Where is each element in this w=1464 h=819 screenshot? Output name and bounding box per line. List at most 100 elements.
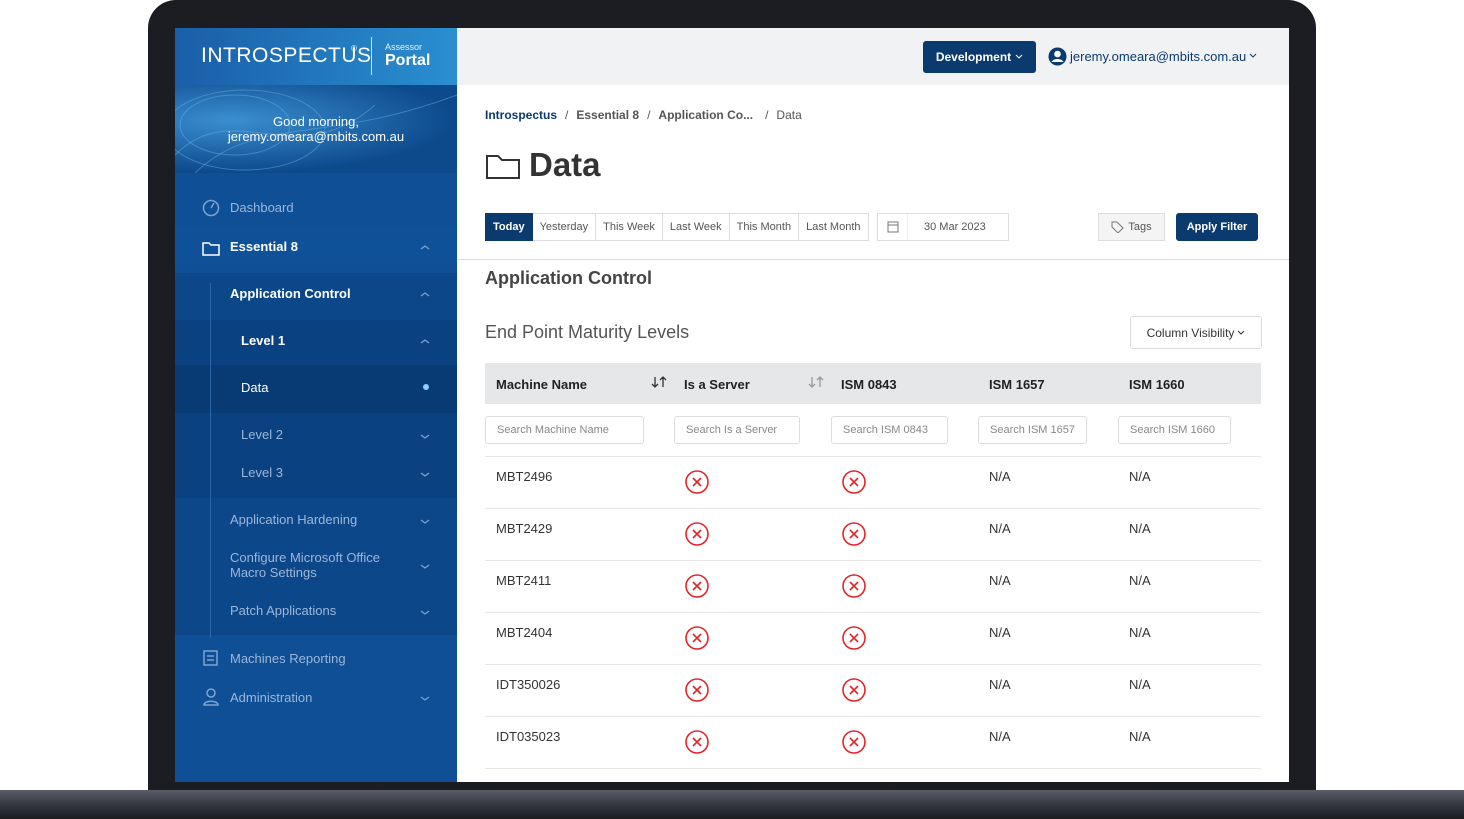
machine-name[interactable]: MBT2429 <box>496 521 553 536</box>
icon-x <box>849 737 859 747</box>
column-header[interactable]: ISM 1660 <box>1129 377 1185 392</box>
icon-x <box>849 633 859 643</box>
icon-x <box>692 633 702 643</box>
column-header[interactable]: ISM 1657 <box>989 377 1045 392</box>
tags-button[interactable]: Tags <box>1098 213 1165 241</box>
sort-icon[interactable] <box>808 375 826 389</box>
nav-item[interactable]: Data <box>241 380 269 395</box>
tag-icon <box>1111 221 1125 233</box>
search-input[interactable]: Search ISM 1657 <box>978 416 1087 444</box>
icon-circle <box>842 678 866 702</box>
nav-item[interactable]: Level 3 <box>241 465 283 480</box>
row-divider <box>485 560 1261 561</box>
fail-icon <box>685 678 709 702</box>
icon-circle <box>842 626 866 650</box>
range-buttons: Today Yesterday This Week Last Week This Mon… <box>485 213 869 241</box>
column-header[interactable]: Machine Name <box>496 377 588 392</box>
nav-item[interactable]: Dashboard <box>230 200 294 215</box>
nav-item[interactable]: Application Hardening <box>230 512 358 527</box>
machine-name[interactable]: IDT350026 <box>496 677 561 692</box>
crumb-separator: / <box>647 108 651 122</box>
column-header[interactable]: ISM 0843 <box>841 377 897 392</box>
machine-name[interactable]: MBT2496 <box>496 469 553 484</box>
folder-icon <box>486 155 520 179</box>
fail-icon <box>842 626 866 650</box>
nav-item[interactable]: Machines Reporting <box>230 651 346 666</box>
icon-circle <box>842 730 866 754</box>
nav-active-band <box>175 227 457 265</box>
icon-x <box>692 581 702 591</box>
nav-item[interactable]: Level 2 <box>241 427 283 442</box>
range-button[interactable]: Last Week <box>662 213 730 241</box>
crumb[interactable]: Application Co... <box>658 108 754 122</box>
icon-x <box>692 737 702 747</box>
range-button[interactable]: This Month <box>729 213 800 241</box>
icon-x <box>849 529 859 539</box>
search-input[interactable]: Search Machine Name <box>485 416 644 444</box>
greeting: Good morning, jeremy.omeara@mbits.com.au <box>175 114 457 144</box>
fail-icon <box>685 522 709 546</box>
fail-icon <box>685 574 709 598</box>
logo-bar[interactable]: INTROSPECTUS ® Assessor Portal <box>175 28 457 85</box>
banner-art <box>175 89 457 173</box>
search-input[interactable]: Search ISM 1660 <box>1118 416 1231 444</box>
column-visibility-label: Column Visibility <box>1146 325 1235 340</box>
icon-circle <box>842 522 866 546</box>
machine-name[interactable]: MBT2411 <box>496 573 552 588</box>
greeting-line: Good morning, <box>273 114 359 129</box>
search-input[interactable]: Search Is a Server <box>674 416 800 444</box>
table-header <box>485 363 1261 404</box>
cell-value: N/A <box>1129 677 1151 692</box>
icon-x <box>692 685 702 695</box>
range-button[interactable]: Today <box>485 213 533 241</box>
apply-filter[interactable]: Apply Filter <box>1176 213 1258 241</box>
range-button[interactable]: Last Month <box>799 213 869 241</box>
nav-selected <box>175 365 457 413</box>
icon-x <box>849 685 859 695</box>
nav-item[interactable]: Administration <box>230 690 313 705</box>
nav-item[interactable]: Level 1 <box>241 333 286 348</box>
brand-mark: ® <box>351 44 357 53</box>
column-visibility[interactable]: Column Visibility <box>1130 316 1262 349</box>
machine-name[interactable]: IDT035023 <box>496 729 561 744</box>
crumb: Data <box>776 108 802 122</box>
range-button[interactable]: This Week <box>596 213 663 241</box>
machine-name[interactable]: MBT2404 <box>496 625 553 640</box>
user-menu[interactable]: jeremy.omeara@mbits.com.au <box>1070 49 1247 64</box>
row-divider <box>485 768 1261 769</box>
breadcrumb: Introspectus / Essential 8 / Application C… <box>485 108 802 122</box>
active-dot <box>423 384 429 390</box>
sort-icon[interactable] <box>651 375 669 389</box>
laptop-base <box>0 790 1464 819</box>
search-input[interactable]: Search ISM 0843 <box>831 416 948 444</box>
chevron <box>1015 54 1023 59</box>
fail-icon <box>685 730 709 754</box>
cell-value: N/A <box>1129 573 1151 588</box>
icon-circle <box>685 678 709 702</box>
fail-icon <box>842 574 866 598</box>
nav-item[interactable]: Essential 8 <box>230 239 298 254</box>
nav-chevrons <box>420 245 430 701</box>
fail-icon <box>685 470 709 494</box>
crumb[interactable]: Essential 8 <box>576 108 640 122</box>
cell-value: N/A <box>1129 469 1151 484</box>
fail-icon <box>842 678 866 702</box>
section-subtitle: End Point Maturity Levels <box>485 322 690 342</box>
crumb-separator: / <box>765 108 769 122</box>
column-header[interactable]: Is a Server <box>684 377 750 392</box>
greeting-user: jeremy.omeara@mbits.com.au <box>227 129 405 144</box>
crumb[interactable]: Introspectus <box>485 108 558 122</box>
environment-dropdown[interactable]: Development <box>923 41 1036 73</box>
row-divider <box>485 612 1261 613</box>
row-divider <box>485 664 1261 665</box>
date-picker[interactable]: 30 Mar 2023 <box>877 213 1009 241</box>
range-button[interactable]: Yesterday <box>532 213 597 241</box>
avatar[interactable] <box>1048 47 1067 66</box>
row-divider <box>485 716 1261 717</box>
cell-value: N/A <box>1129 625 1151 640</box>
nav-item[interactable]: Patch Applications <box>230 603 337 618</box>
nav-item[interactable]: Configure Microsoft Office Macro Setting… <box>230 550 381 580</box>
crumb-separator: / <box>565 108 569 122</box>
nav-item[interactable]: Application Control <box>230 286 351 301</box>
section-title: Application Control <box>485 268 652 288</box>
